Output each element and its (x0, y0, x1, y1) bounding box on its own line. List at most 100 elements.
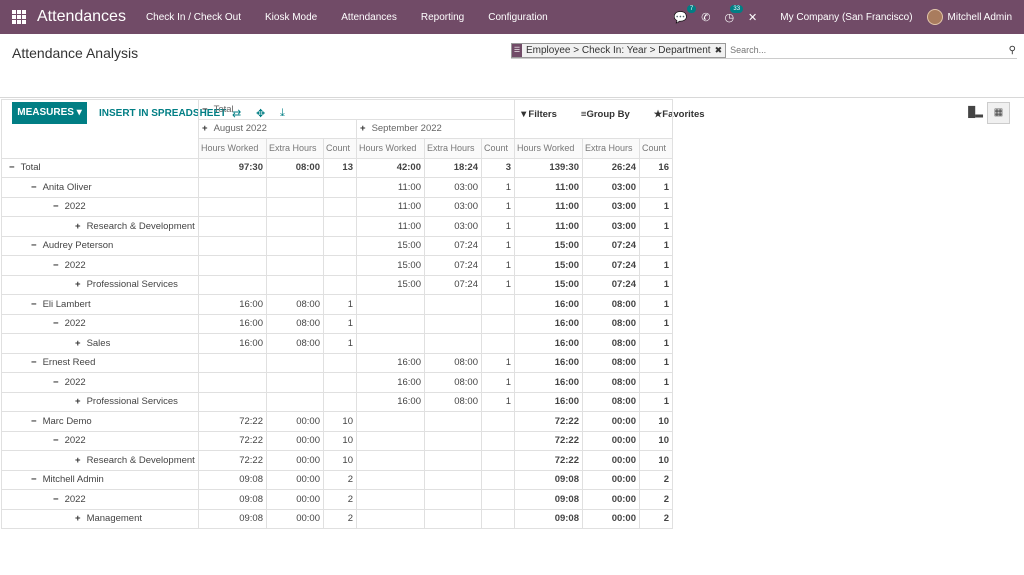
pivot-cell[interactable]: 08:00 (582, 313, 640, 334)
company-switcher[interactable]: My Company (San Francisco) (780, 11, 913, 23)
row-header[interactable]: −2022 (1, 196, 199, 217)
pivot-cell[interactable]: 16:00 (514, 313, 583, 334)
pivot-cell[interactable]: 97:30 (198, 157, 267, 178)
apps-menu-icon[interactable] (12, 10, 26, 24)
pivot-cell[interactable]: 2 (639, 508, 673, 529)
pivot-cell[interactable]: 1 (639, 255, 673, 276)
pivot-cell[interactable]: 18:24 (424, 157, 482, 178)
pivot-cell[interactable]: 1 (323, 313, 357, 334)
pivot-cell[interactable]: 11:00 (514, 196, 583, 217)
pivot-cell[interactable] (323, 274, 357, 295)
pivot-cell[interactable] (323, 235, 357, 256)
pivot-cell[interactable]: 10 (323, 450, 357, 471)
col-header-total[interactable]: − Total (198, 99, 515, 120)
pivot-cell[interactable]: 1 (639, 177, 673, 198)
pivot-cell[interactable]: 1 (481, 391, 515, 412)
measure-header[interactable]: Extra Hours (582, 138, 640, 159)
pivot-cell[interactable]: 00:00 (582, 489, 640, 510)
pivot-cell[interactable]: 16:00 (356, 372, 425, 393)
pivot-cell[interactable] (424, 333, 482, 354)
pivot-cell[interactable]: 15:00 (514, 235, 583, 256)
pivot-cell[interactable]: 1 (639, 216, 673, 237)
pivot-cell[interactable]: 00:00 (266, 450, 324, 471)
pivot-cell[interactable] (323, 177, 357, 198)
pivot-cell[interactable] (323, 216, 357, 237)
row-header[interactable]: −2022 (1, 313, 199, 334)
pivot-cell[interactable] (266, 352, 324, 373)
pivot-cell[interactable]: 10 (639, 411, 673, 432)
row-header[interactable]: − Ernest Reed (1, 352, 199, 373)
pivot-cell[interactable]: 00:00 (266, 469, 324, 490)
pivot-cell[interactable]: 15:00 (356, 255, 425, 276)
pivot-cell[interactable]: 07:24 (424, 235, 482, 256)
pivot-cell[interactable]: 10 (639, 450, 673, 471)
pivot-cell[interactable]: 08:00 (266, 313, 324, 334)
pivot-cell[interactable]: 08:00 (266, 294, 324, 315)
pivot-cell[interactable]: 07:24 (424, 274, 482, 295)
pivot-cell[interactable]: 08:00 (582, 333, 640, 354)
pivot-cell[interactable] (424, 469, 482, 490)
row-header[interactable]: + Research & Development (1, 450, 199, 471)
pivot-cell[interactable]: 11:00 (356, 216, 425, 237)
pivot-cell[interactable]: 72:22 (198, 430, 267, 451)
pivot-cell[interactable] (424, 411, 482, 432)
pivot-cell[interactable]: 10 (639, 430, 673, 451)
pivot-cell[interactable]: 00:00 (266, 508, 324, 529)
pivot-cell[interactable]: 2 (323, 469, 357, 490)
pivot-cell[interactable] (481, 508, 515, 529)
pivot-cell[interactable]: 72:22 (198, 411, 267, 432)
pivot-cell[interactable]: 15:00 (514, 274, 583, 295)
pivot-cell[interactable]: 16 (639, 157, 673, 178)
pivot-cell[interactable]: 09:08 (198, 469, 267, 490)
app-brand[interactable]: Attendances (37, 8, 126, 25)
phone-icon[interactable]: ✆ (701, 11, 711, 24)
row-header[interactable]: − Audrey Peterson (1, 235, 199, 256)
pivot-cell[interactable] (356, 333, 425, 354)
pivot-cell[interactable]: 16:00 (514, 294, 583, 315)
pivot-view-icon[interactable]: ▦ (987, 102, 1010, 124)
pivot-cell[interactable] (198, 177, 267, 198)
pivot-cell[interactable]: 1 (481, 196, 515, 217)
row-header[interactable]: + Professional Services (1, 274, 199, 295)
pivot-cell[interactable]: 08:00 (424, 352, 482, 373)
pivot-cell[interactable] (266, 372, 324, 393)
pivot-cell[interactable]: 09:08 (198, 489, 267, 510)
pivot-cell[interactable] (481, 469, 515, 490)
pivot-cell[interactable]: 16:00 (356, 352, 425, 373)
pivot-cell[interactable] (198, 216, 267, 237)
pivot-cell[interactable]: 1 (481, 235, 515, 256)
pivot-cell[interactable]: 09:08 (514, 489, 583, 510)
pivot-cell[interactable]: 11:00 (356, 177, 425, 198)
pivot-cell[interactable]: 03:00 (424, 216, 482, 237)
pivot-cell[interactable] (266, 235, 324, 256)
pivot-cell[interactable] (424, 450, 482, 471)
pivot-cell[interactable]: 08:00 (424, 372, 482, 393)
pivot-cell[interactable]: 00:00 (266, 430, 324, 451)
pivot-cell[interactable] (266, 196, 324, 217)
pivot-cell[interactable]: 11:00 (514, 177, 583, 198)
pivot-cell[interactable]: 08:00 (582, 372, 640, 393)
pivot-cell[interactable]: 03:00 (582, 177, 640, 198)
pivot-cell[interactable]: 1 (639, 235, 673, 256)
col-header-month[interactable]: + September 2022 (356, 118, 515, 139)
pivot-cell[interactable]: 03:00 (424, 196, 482, 217)
pivot-cell[interactable]: 1 (639, 333, 673, 354)
menu-check-in-out[interactable]: Check In / Check Out (145, 11, 241, 23)
chat-icon[interactable]: 💬 7 (674, 4, 697, 24)
pivot-cell[interactable] (266, 255, 324, 276)
pivot-cell[interactable] (481, 333, 515, 354)
pivot-cell[interactable] (198, 352, 267, 373)
pivot-cell[interactable] (481, 450, 515, 471)
pivot-cell[interactable]: 07:24 (582, 235, 640, 256)
pivot-cell[interactable] (356, 508, 425, 529)
pivot-cell[interactable] (424, 430, 482, 451)
pivot-cell[interactable] (356, 411, 425, 432)
pivot-cell[interactable]: 2 (639, 489, 673, 510)
measure-header[interactable]: Hours Worked (514, 138, 583, 159)
row-header[interactable]: + Sales (1, 333, 199, 354)
pivot-cell[interactable]: 1 (481, 255, 515, 276)
pivot-cell[interactable]: 10 (323, 430, 357, 451)
pivot-cell[interactable] (424, 489, 482, 510)
pivot-cell[interactable]: 15:00 (514, 255, 583, 276)
pivot-cell[interactable]: 16:00 (514, 391, 583, 412)
